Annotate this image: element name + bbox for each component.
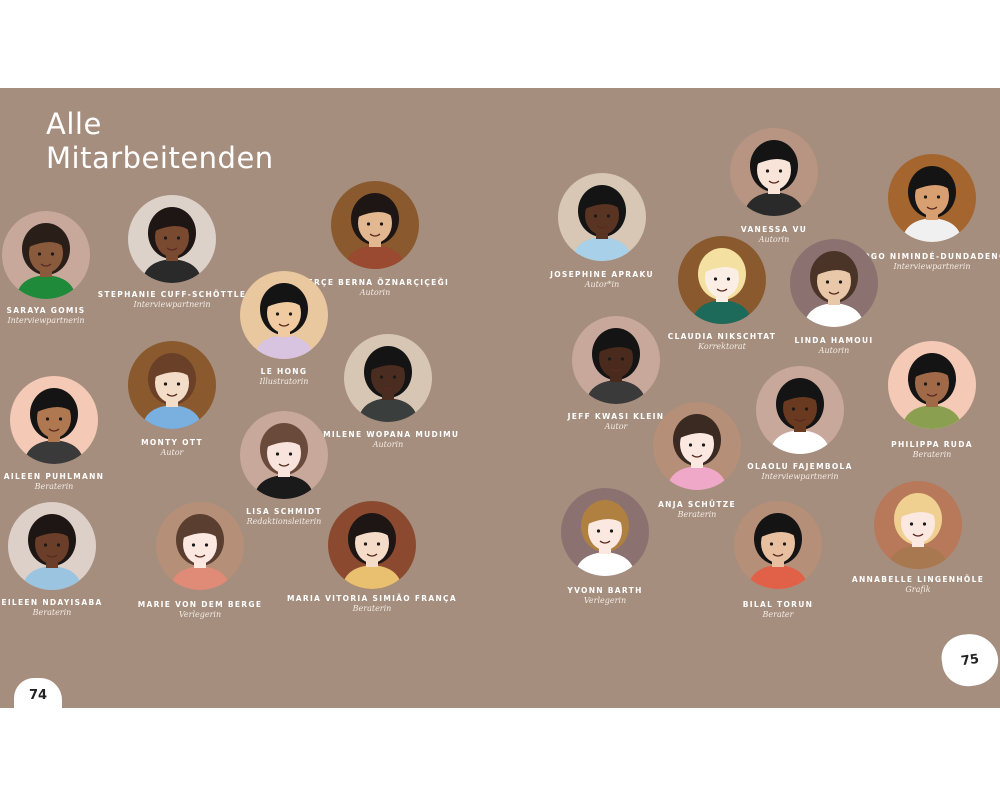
person-name: Le Hong <box>260 367 308 376</box>
avatar <box>240 271 328 359</box>
person-label: Bilal Torun Berater <box>688 600 868 620</box>
avatar <box>678 236 766 324</box>
person-label: Lisa Schmidt Redaktionsleiterin <box>194 507 374 527</box>
avatar <box>730 128 818 216</box>
person-role: Autorin <box>758 235 790 244</box>
person-role: Verlegerin <box>583 596 627 605</box>
person-role: Interviewpartnerin <box>7 316 85 325</box>
avatar <box>331 181 419 269</box>
person-name: Marie von dem Berge <box>137 600 263 609</box>
person-role: Beraterin <box>32 608 72 617</box>
avatar <box>128 195 216 283</box>
person-label: Saraya Gomis Interviewpartnerin <box>0 306 136 326</box>
person-label: Olaolu Fajembola Interviewpartnerin <box>710 462 890 482</box>
person-name: Serçe Berna Öznarçiçeği <box>300 278 450 287</box>
person-name: Emilene Wopana Mudimu <box>316 430 460 439</box>
title-line-2: Mitarbeitenden <box>46 141 274 176</box>
person-label: Linda Hamoui Autorin <box>744 336 924 356</box>
person-role: Autorin <box>359 288 391 297</box>
avatar <box>2 211 90 299</box>
person-label: Josephine Apraku Autor*in <box>512 270 692 290</box>
person-name: Maria Vitoria Simião França <box>287 594 457 603</box>
person-name: Eileen Ndayisaba <box>1 598 103 607</box>
avatar <box>888 341 976 429</box>
person-label: Maria Vitoria Simião França Beraterin <box>282 594 462 614</box>
person-label: Emilene Wopana Mudimu Autorin <box>298 430 478 450</box>
page-title: Alle Mitarbeitenden <box>46 107 274 175</box>
person-label: Le Hong Illustratorin <box>194 367 374 387</box>
person-role: Interviewpartnerin <box>893 262 971 271</box>
person-name: Stephanie Cuff-Schöttle <box>97 290 247 299</box>
person-name: Annabelle Lingenhöle <box>851 575 985 584</box>
person-label: Vanessa Vu Autorin <box>684 225 864 245</box>
avatar <box>756 366 844 454</box>
page-number-left: 74 <box>14 678 62 712</box>
person-name: Aileen Puhlmann <box>3 472 105 481</box>
person-label: Marie von dem Berge Verlegerin <box>110 600 290 620</box>
avatar <box>8 502 96 590</box>
avatar <box>561 488 649 576</box>
avatar <box>653 402 741 490</box>
person-role: Autor*in <box>584 280 620 289</box>
person-role: Redaktionsleiterin <box>246 517 322 526</box>
person-role: Verlegerin <box>178 610 222 619</box>
avatar <box>572 316 660 404</box>
person-label: Tebogo Nimindé-Dundadengar Interviewpart… <box>842 252 1000 272</box>
person-name: Anja Schütze <box>658 500 736 509</box>
person-label: Eileen Ndayisaba Beraterin <box>0 598 142 618</box>
avatar <box>888 154 976 242</box>
book-spread: Alle Mitarbeitenden Saraya Gomis Intervie… <box>0 88 1000 712</box>
person-label: Jeff Kwasi Klein Autor <box>526 412 706 432</box>
person-name: Vanessa Vu <box>740 225 808 234</box>
avatar <box>10 376 98 464</box>
page-number-right: 75 <box>938 630 1000 690</box>
person-role: Beraterin <box>352 604 392 613</box>
avatar <box>328 501 416 589</box>
person-role: Autor <box>160 448 184 457</box>
person-label: Stephanie Cuff-Schöttle Interviewpartner… <box>82 290 262 310</box>
person-name: Jeff Kwasi Klein <box>567 412 665 421</box>
person-name: Josephine Apraku <box>550 270 654 279</box>
avatar <box>558 173 646 261</box>
person-role: Korrektorat <box>698 342 746 351</box>
person-name: Claudia Nikschtat <box>667 332 777 341</box>
person-name: Yvonn Barth <box>567 586 643 595</box>
person-role: Autor <box>604 422 628 431</box>
person-name: Philippa Ruda <box>891 440 973 449</box>
avatar <box>156 502 244 590</box>
person-role: Autorin <box>372 440 404 449</box>
avatar <box>790 239 878 327</box>
person-role: Beraterin <box>677 510 717 519</box>
person-label: Yvonn Barth Verlegerin <box>515 586 695 606</box>
person-name: Bilal Torun <box>742 600 814 609</box>
person-label: Philippa Ruda Beraterin <box>842 440 1000 460</box>
avatar <box>128 341 216 429</box>
person-role: Illustratorin <box>259 377 309 386</box>
avatar <box>874 481 962 569</box>
person-name: Linda Hamoui <box>794 336 874 345</box>
person-name: Lisa Schmidt <box>246 507 322 516</box>
person-role: Interviewpartnerin <box>761 472 839 481</box>
person-role: Interviewpartnerin <box>133 300 211 309</box>
person-label: Anja Schütze Beraterin <box>607 500 787 520</box>
person-role: Berater <box>762 610 794 619</box>
person-role: Beraterin <box>912 450 952 459</box>
person-label: Claudia Nikschtat Korrektorat <box>632 332 812 352</box>
person-label: Annabelle Lingenhöle Grafik <box>828 575 1000 595</box>
person-role: Autorin <box>818 346 850 355</box>
avatar <box>734 501 822 589</box>
person-name: Tebogo Nimindé-Dundadengar <box>843 252 1000 261</box>
person-label: Aileen Puhlmann Beraterin <box>0 472 144 492</box>
avatar <box>240 411 328 499</box>
person-label: Monty Ott Autor <box>82 438 262 458</box>
person-role: Beraterin <box>34 482 74 491</box>
person-name: Olaolu Fajembola <box>747 462 853 471</box>
person-label: Serçe Berna Öznarçiçeği Autorin <box>285 278 465 298</box>
person-name: Monty Ott <box>141 438 203 447</box>
title-line-1: Alle <box>46 107 102 142</box>
person-role: Grafik <box>905 585 931 594</box>
person-name: Saraya Gomis <box>6 306 86 315</box>
avatar <box>344 334 432 422</box>
